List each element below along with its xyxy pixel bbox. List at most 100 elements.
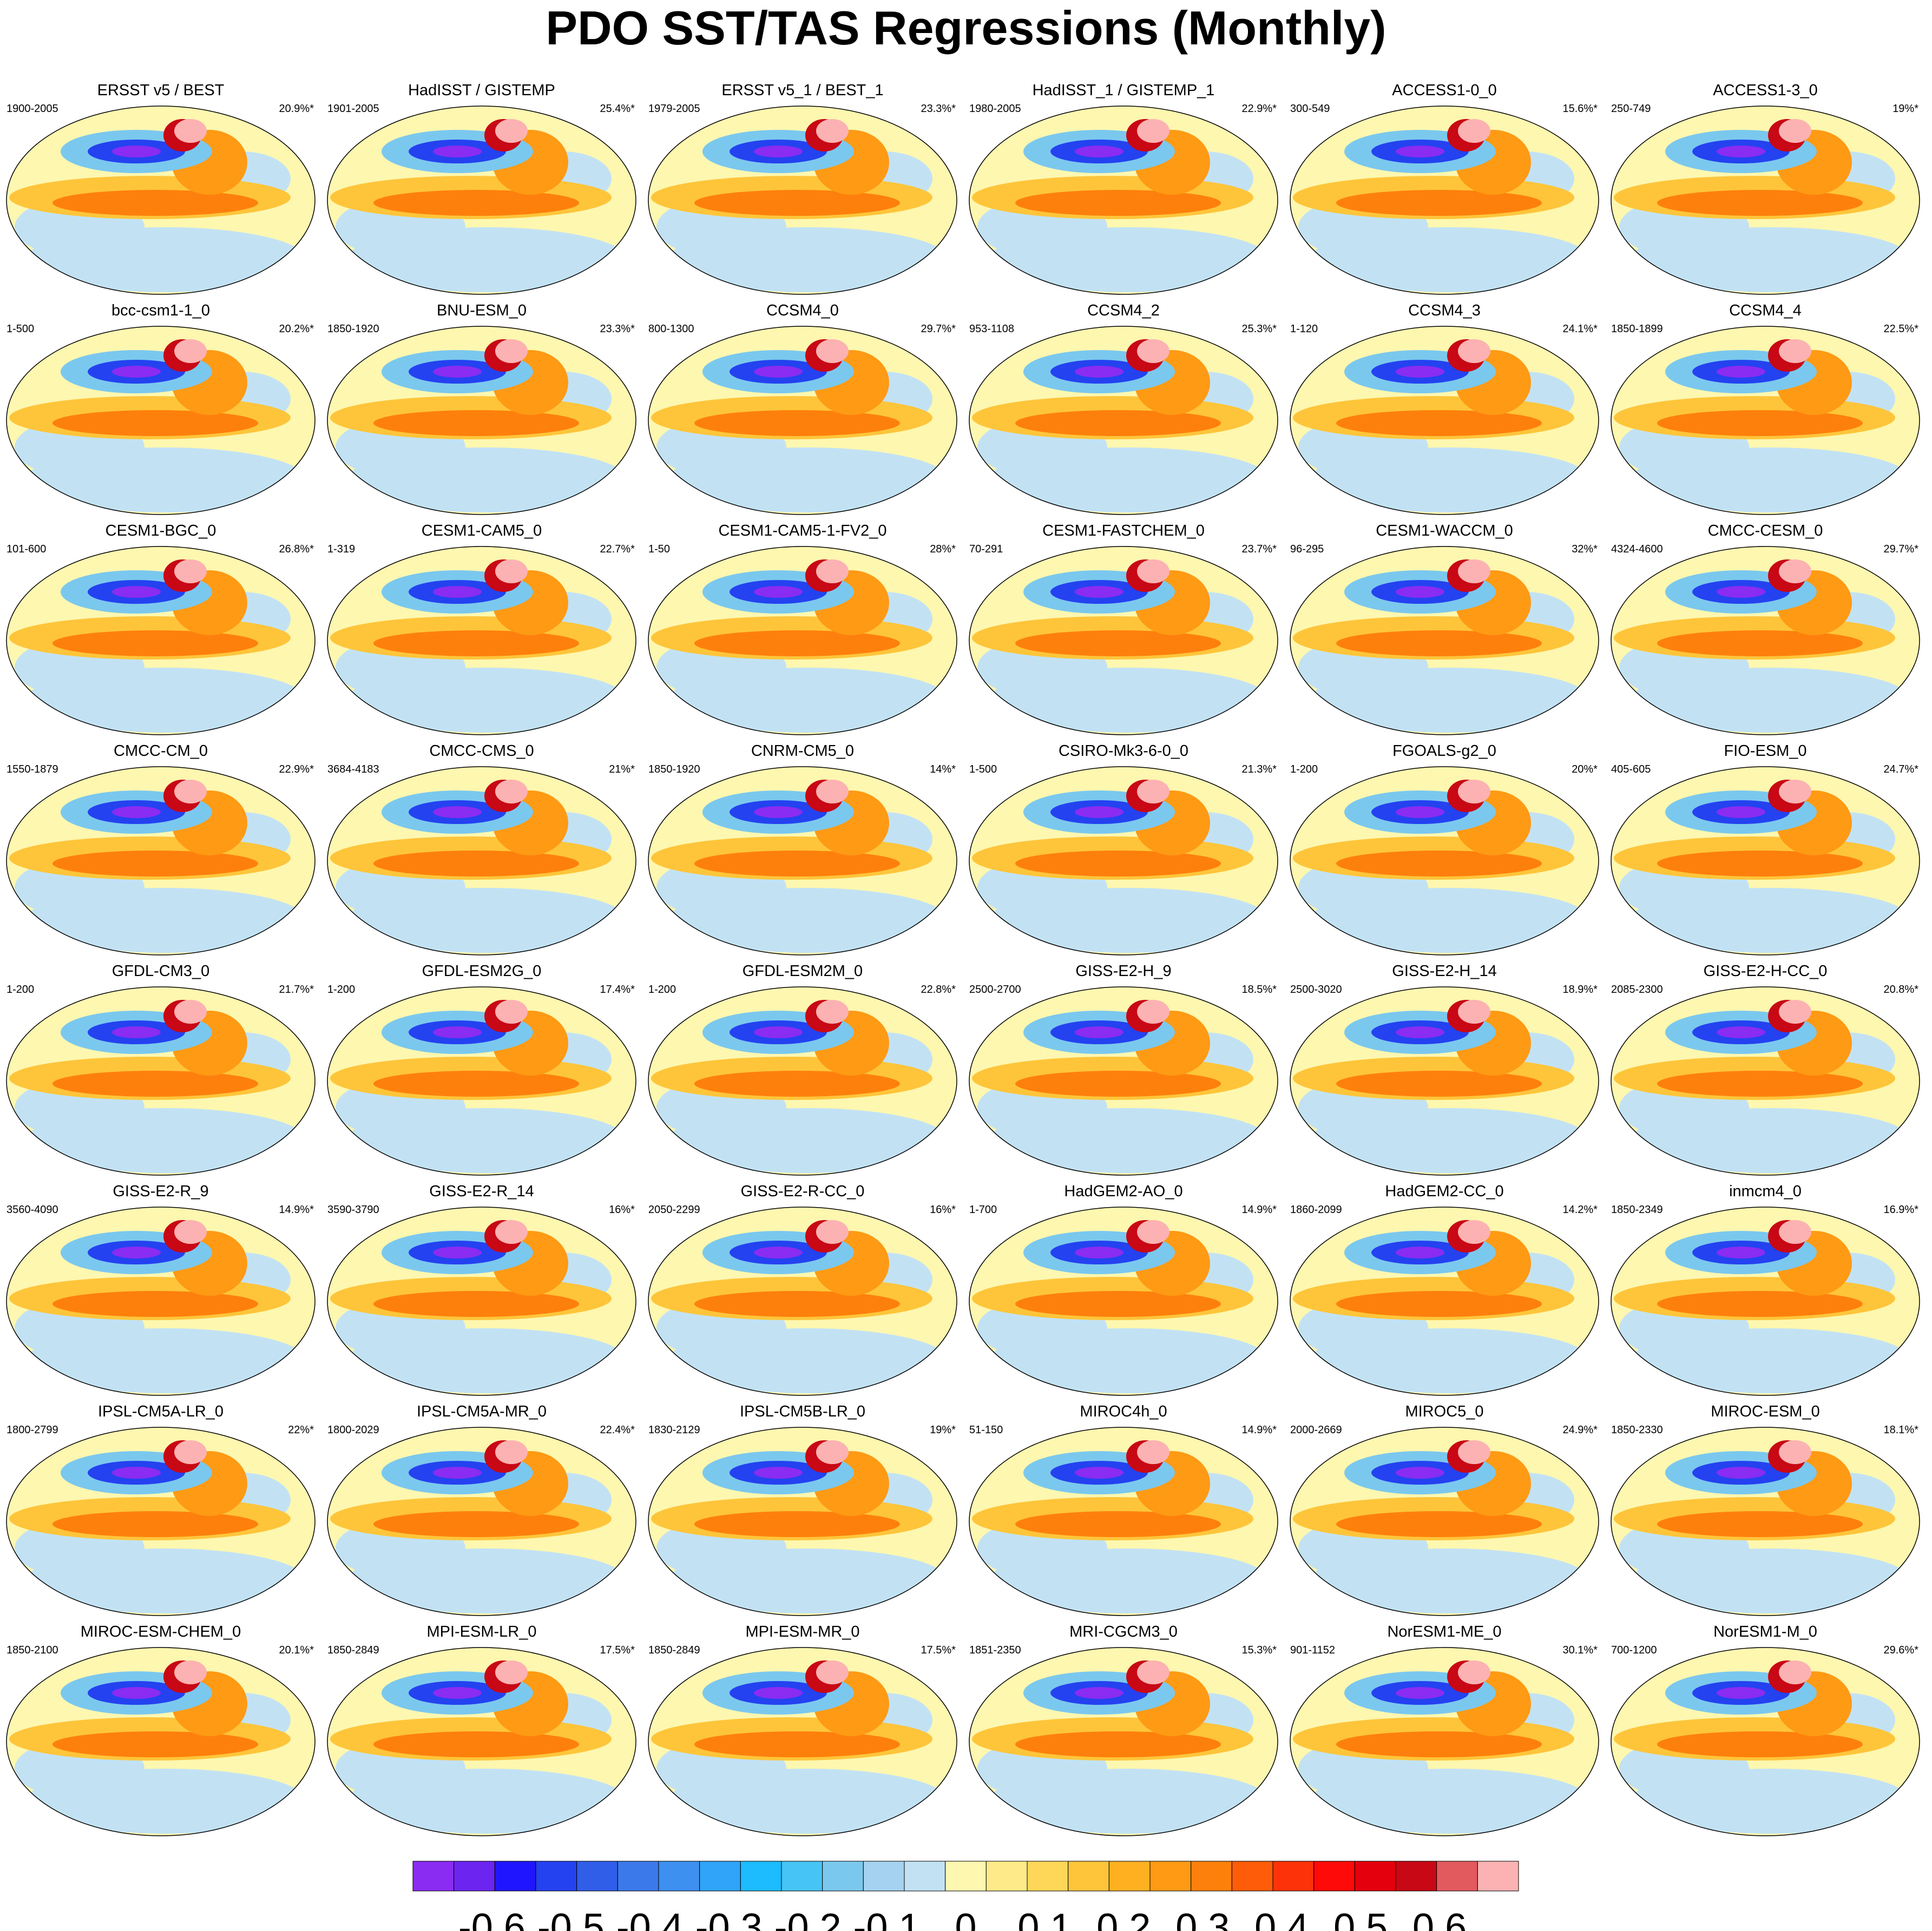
north-pacific-cold-center <box>433 586 482 598</box>
panel-title: CCSM4_0 <box>643 301 962 320</box>
map-panel: CESM1-CAM5-1-FV2_0 1-50 28%* <box>643 522 962 738</box>
regression-map <box>5 1646 316 1837</box>
map-panel: CCSM4_3 1-120 24.1%* <box>1285 301 1604 518</box>
panel-title: IPSL-CM5B-LR_0 <box>643 1402 962 1421</box>
tropical-warm-core <box>1336 1511 1542 1537</box>
map-panel: CCSM4_0 800-1300 29.7%* <box>643 301 962 518</box>
land-warm-patch <box>816 780 849 803</box>
north-pacific-cold-center <box>1717 1687 1765 1699</box>
north-pacific-cold-center <box>1075 1026 1123 1038</box>
colorbar-box <box>1355 1861 1396 1891</box>
map-panel: CCSM4_2 953-1108 25.3%* <box>964 301 1283 518</box>
tropical-warm-core <box>373 410 579 436</box>
tropical-warm-core <box>373 851 579 876</box>
land-warm-patch <box>495 119 528 143</box>
panel-title: MIROC-ESM-CHEM_0 <box>1 1623 320 1641</box>
land-warm-patch <box>1779 1000 1811 1024</box>
tropical-warm-core <box>52 190 258 216</box>
panel-years: 70-291 <box>969 543 1003 555</box>
panel-years: 700-1200 <box>1611 1644 1657 1656</box>
colorbar-box <box>1109 1861 1150 1891</box>
map-panel: CSIRO-Mk3-6-0_0 1-500 21.3%* <box>964 742 1283 958</box>
colorbar-box <box>700 1861 741 1891</box>
north-pacific-cold-center <box>754 366 803 378</box>
map-panel: HadGEM2-CC_0 1860-2099 14.2%* <box>1285 1182 1604 1399</box>
map-panel: GISS-E2-R_9 3560-4090 14.9%* <box>1 1182 320 1399</box>
north-pacific-cold-center <box>1075 806 1123 818</box>
panel-variance: 16.9%* <box>1884 1204 1919 1216</box>
tropical-warm-core <box>1657 1731 1863 1757</box>
panel-variance: 28%* <box>930 543 956 555</box>
land-warm-patch <box>1458 559 1490 583</box>
panel-years: 1800-2799 <box>6 1424 58 1436</box>
panel-variance: 24.1%* <box>1563 323 1598 335</box>
panel-years: 1850-2100 <box>6 1644 58 1656</box>
panel-title: ACCESS1-0_0 <box>1285 81 1604 100</box>
colorbar-tick-label: -0.4 <box>616 1906 684 1931</box>
panel-variance: 23.7%* <box>1242 543 1277 555</box>
panel-variance: 14.9%* <box>1242 1424 1277 1436</box>
panel-title: GISS-E2-H_9 <box>964 962 1283 980</box>
panel-variance: 18.9%* <box>1563 984 1598 996</box>
tropical-warm-core <box>694 1291 900 1317</box>
panel-title: GISS-E2-H-CC_0 <box>1606 962 1925 980</box>
regression-map <box>1610 105 1921 295</box>
panel-years: 2050-2299 <box>648 1204 700 1216</box>
north-pacific-cold-center <box>112 1247 161 1258</box>
regression-map <box>1289 1646 1600 1837</box>
regression-map <box>1289 1206 1600 1396</box>
regression-map <box>968 986 1279 1176</box>
colorbar-tick-label: 0.1 <box>1017 1906 1072 1931</box>
north-pacific-cold-center <box>1396 806 1444 818</box>
colorbar-boxes <box>413 1861 1519 1891</box>
map-panel: HadGEM2-AO_0 1-700 14.9%* <box>964 1182 1283 1399</box>
regression-map <box>1610 545 1921 736</box>
panel-years: 96-295 <box>1290 543 1324 555</box>
north-pacific-cold-center <box>1717 1467 1765 1479</box>
north-pacific-cold-center <box>112 806 161 818</box>
panel-years: 3590-3790 <box>327 1204 379 1216</box>
panel-title: CMCC-CESM_0 <box>1606 522 1925 540</box>
regression-map <box>5 545 316 736</box>
panel-variance: 21.3%* <box>1242 763 1277 775</box>
north-pacific-cold-center <box>1075 586 1123 598</box>
north-pacific-cold-center <box>112 366 161 378</box>
north-pacific-cold-center <box>1396 1467 1444 1479</box>
panel-title: HadGEM2-CC_0 <box>1285 1182 1604 1201</box>
land-warm-patch <box>495 1000 528 1024</box>
land-warm-patch <box>1779 1220 1811 1244</box>
map-panel: GFDL-CM3_0 1-200 21.7%* <box>1 962 320 1178</box>
tropical-warm-core <box>52 1731 258 1757</box>
panel-variance: 22.7%* <box>600 543 635 555</box>
tropical-warm-core <box>1015 1291 1221 1317</box>
map-panel: FGOALS-g2_0 1-200 20%* <box>1285 742 1604 958</box>
map-panel: IPSL-CM5A-MR_0 1800-2029 22.4%* <box>322 1402 641 1619</box>
colorbar-tick-label: 0.6 <box>1412 1906 1467 1931</box>
tropical-warm-core <box>373 1291 579 1317</box>
land-warm-patch <box>1779 1440 1811 1464</box>
map-panel: MPI-ESM-LR_0 1850-2849 17.5%* <box>322 1623 641 1839</box>
regression-map <box>647 986 958 1176</box>
tropical-warm-core <box>1015 410 1221 436</box>
tropical-warm-core <box>52 630 258 656</box>
regression-map <box>1289 325 1600 516</box>
panel-variance: 19%* <box>930 1424 956 1436</box>
panel-title: FGOALS-g2_0 <box>1285 742 1604 760</box>
land-warm-patch <box>495 1220 528 1244</box>
land-warm-patch <box>816 1440 849 1464</box>
panel-variance: 24.9%* <box>1563 1424 1598 1436</box>
colorbar-tick-label: -0.3 <box>695 1906 763 1931</box>
regression-map <box>968 766 1279 956</box>
panel-years: 2500-2700 <box>969 984 1021 996</box>
panel-title: HadISST / GISTEMP <box>322 81 641 100</box>
panel-title: CESM1-BGC_0 <box>1 522 320 540</box>
map-panel: MPI-ESM-MR_0 1850-2849 17.5%* <box>643 1623 962 1839</box>
panel-variance: 19%* <box>1892 103 1918 115</box>
panel-variance: 20.1%* <box>279 1644 314 1656</box>
colorbar-box <box>1437 1861 1478 1891</box>
land-warm-patch <box>495 1440 528 1464</box>
map-panel: GISS-E2-R-CC_0 2050-2299 16%* <box>643 1182 962 1399</box>
north-pacific-cold-center <box>1396 1687 1444 1699</box>
panel-years: 1550-1879 <box>6 763 58 775</box>
panel-variance: 21%* <box>609 763 635 775</box>
